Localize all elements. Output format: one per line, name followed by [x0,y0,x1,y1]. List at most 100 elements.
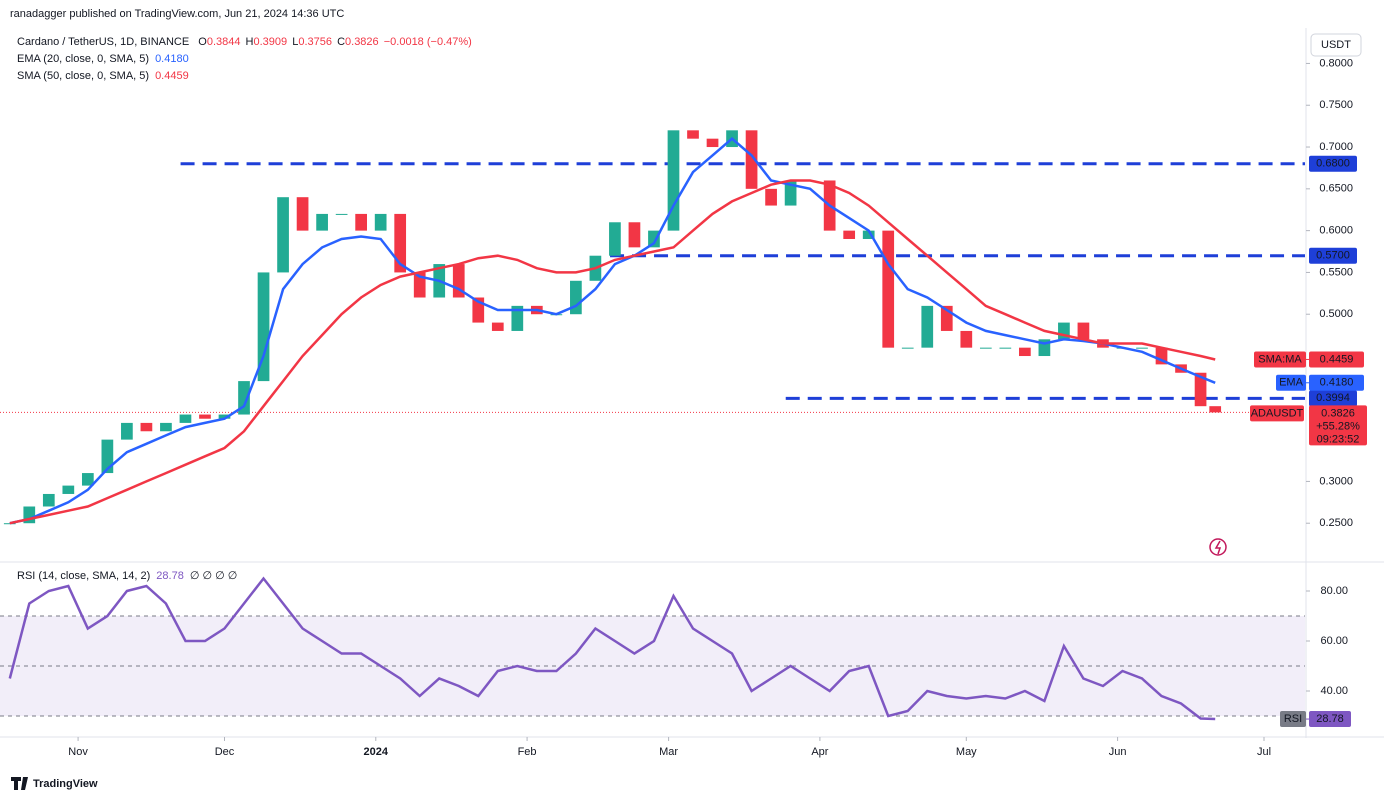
last-box [1309,405,1367,446]
candle [121,422,133,440]
candle [511,305,524,331]
candle [3,523,16,525]
candle [648,230,660,248]
ohlc-value: 0.3844 [207,36,241,48]
x-tick-label: Dec [215,746,235,758]
candle [296,197,309,231]
line [8,576,1216,721]
level-label-bg [1309,155,1357,172]
candle [316,213,328,231]
candle [394,213,407,273]
rsi-tag: RSI [1284,713,1302,725]
x-tick-label: 2024 [364,746,389,758]
candle [765,188,777,206]
symbol: Cardano / TetherUS, 1D, BINANCE [17,36,189,48]
line [9,179,1216,525]
candle [42,493,55,507]
rsi-tag-bg [1280,711,1306,728]
symbol-tag-bg [1250,405,1304,422]
candle [335,213,348,215]
legend-main: Cardano / TetherUS, 1D, BINANCE O0.3844 … [17,36,472,48]
series-last-bg [1309,374,1364,391]
x-tick-label: Mar [659,746,678,758]
candle [1058,322,1070,340]
ohlc-value: 0.3909 [254,36,288,48]
y-tick-label: 0.6500 [1319,183,1353,195]
rsi-last: 28.78 [1316,713,1344,725]
candle [570,280,582,315]
ohlc-key: L [292,36,298,48]
candle [472,297,485,323]
series-tag: EMA [1279,377,1304,389]
candle [706,138,719,148]
y-tick-label: 40.00 [1320,685,1348,697]
ohlc-value: 0.3826 [345,36,379,48]
line [9,137,1216,525]
candle [960,330,973,348]
y-tick-label: 0.5000 [1319,308,1353,320]
ohlc-value: 0.3756 [298,36,332,48]
sma-name: SMA (50, close, 0, SMA, 5) [17,70,149,82]
y-tick-label: 60.00 [1320,635,1348,647]
candle [355,213,368,231]
unit-box[interactable] [1310,33,1362,57]
legend-sma: SMA (50, close, 0, SMA, 5) 0.4459 [17,70,189,82]
candle [999,347,1012,349]
candle [882,230,895,348]
candle [238,381,250,415]
footer-logo[interactable]: TradingView [33,778,98,790]
candle [901,347,914,349]
countdown: 09:23:52 [1317,433,1360,445]
level-label: 0.5700 [1316,250,1350,262]
candle [160,422,172,432]
y-tick-label: 0.5500 [1319,266,1353,278]
candle [687,130,699,139]
rsi-extra: ∅ ∅ ∅ ∅ [190,570,238,582]
candle [179,414,192,423]
candle [257,272,270,382]
candle [374,213,387,231]
x-tick-label: Apr [811,746,828,758]
y-tick-label: 0.7000 [1319,141,1353,153]
y-tick-label: 80.00 [1320,585,1348,597]
candle [199,414,211,419]
level-label: 0.6800 [1316,158,1350,170]
rsi-name: RSI (14, close, SMA, 14, 2) [17,570,150,582]
ohlc-key: O [198,36,207,48]
ema-name: EMA (20, close, 0, SMA, 5) [17,53,149,65]
candle [140,422,153,432]
clock-icon[interactable] [1209,538,1227,556]
series-last: 0.4459 [1320,353,1354,365]
ohlc-key: C [337,36,345,48]
candle [101,439,114,474]
x-tick-label: Nov [68,746,88,758]
candle [413,272,426,298]
candle [667,130,680,231]
level-label-bg [1309,390,1357,407]
candle [277,197,289,273]
series-tag-bg [1276,374,1306,391]
rsi-value: 28.78 [156,570,184,582]
candle [62,485,75,494]
last-change: +55.28% [1316,420,1360,432]
x-tick-label: Jun [1109,746,1127,758]
level-label-bg [1309,247,1357,264]
series-last-bg [1309,351,1364,368]
candle [1209,406,1222,413]
candle [1194,372,1207,407]
y-tick-label: 0.7500 [1319,99,1353,111]
candle [628,222,641,248]
change: −0.0018 (−0.47%) [384,36,472,48]
candle [609,222,621,256]
ema-value: 0.4180 [155,53,189,65]
unit[interactable]: USDT [1321,39,1351,51]
candle [1136,347,1148,349]
y-tick-label: 0.6000 [1319,225,1353,237]
logo-mark [11,777,28,790]
series-tag: SMA:MA [1258,353,1302,365]
legend-rsi: RSI (14, close, SMA, 14, 2) 28.78 ∅ ∅ ∅ ∅ [17,570,237,582]
candle [1155,347,1168,365]
candle [921,305,934,348]
